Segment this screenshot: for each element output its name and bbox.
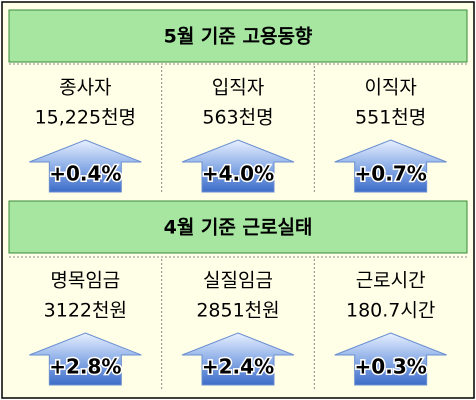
item-label: 명목임금 [50,270,120,292]
item-value: 180.7시간 [346,300,435,322]
item-value: 563천명 [202,107,273,129]
section-header [8,200,468,254]
up-arrow [334,139,447,193]
section-title: 4월 기준 근로실태 [164,217,313,239]
item-change: +4.0% [202,162,274,186]
item-value: 551천명 [355,107,426,129]
item-change: +2.8% [49,355,121,379]
up-arrow [181,332,295,386]
item-value: 2851천원 [196,300,279,322]
item-change: +0.7% [355,162,427,186]
up-arrow [181,139,295,193]
item-label: 실질임금 [203,270,273,292]
item-value: 3122천원 [44,300,127,322]
up-arrow [29,139,142,193]
item-change: +0.3% [355,355,427,379]
item-change: +2.4% [202,355,274,379]
up-arrow [334,332,447,386]
section-header [8,9,468,63]
item-label: 입직자 [212,77,264,99]
item-label: 이직자 [364,77,416,99]
item-label: 종사자 [59,77,111,99]
section-title: 5월 기준 고용동향 [164,26,313,48]
item-value: 15,225천명 [35,107,136,129]
up-arrow [29,332,142,386]
item-change: +0.4% [49,162,121,186]
item-label: 근로시간 [356,270,426,292]
